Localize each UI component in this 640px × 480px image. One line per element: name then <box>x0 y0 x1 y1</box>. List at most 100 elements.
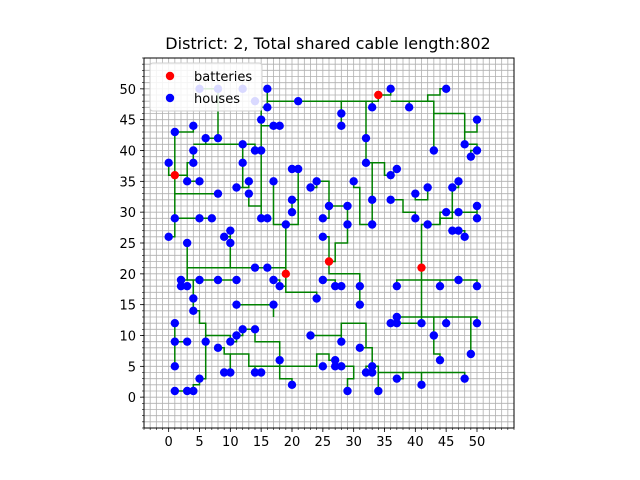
house-point <box>219 368 229 377</box>
x-tick-label: 0 <box>165 435 173 450</box>
battery-point <box>170 170 180 180</box>
house-point <box>170 386 180 396</box>
cable-segment <box>341 365 355 391</box>
house-point <box>460 374 469 383</box>
legend-marker-batteries <box>165 71 175 81</box>
house-point <box>287 195 297 205</box>
house-point <box>429 146 439 155</box>
house-point <box>411 214 420 223</box>
house-point <box>263 84 272 94</box>
house-point <box>250 263 260 272</box>
house-point <box>219 232 229 242</box>
house-point <box>287 164 297 174</box>
house-point <box>238 140 247 149</box>
houses-series <box>164 84 482 396</box>
house-point <box>330 355 340 365</box>
legend-box <box>149 62 263 112</box>
house-point <box>386 170 395 180</box>
house-point <box>472 115 482 124</box>
house-point <box>392 164 402 174</box>
house-point <box>454 177 463 186</box>
house-point <box>337 109 346 118</box>
y-tick-label: 20 <box>119 268 136 283</box>
house-point <box>460 140 469 149</box>
house-point <box>195 214 204 223</box>
house-point <box>448 183 457 192</box>
house-point <box>256 146 266 155</box>
house-point <box>275 281 284 291</box>
house-point <box>201 337 210 346</box>
house-point <box>170 214 180 223</box>
x-tick-label: 40 <box>407 435 424 450</box>
x-tick-label: 10 <box>222 435 239 450</box>
house-point <box>287 207 297 217</box>
house-point <box>306 331 315 340</box>
house-point <box>386 84 395 94</box>
house-point <box>472 201 482 211</box>
cable-segment <box>174 193 212 220</box>
house-point <box>337 281 346 291</box>
house-point <box>361 158 371 168</box>
house-point <box>392 374 402 383</box>
house-point <box>195 177 204 186</box>
house-point <box>182 337 192 346</box>
house-point <box>374 386 383 396</box>
house-point <box>213 343 223 353</box>
house-point <box>392 318 402 328</box>
house-point <box>337 121 346 131</box>
house-point <box>269 275 278 285</box>
house-point <box>472 281 482 291</box>
y-tick-label: 45 <box>119 114 136 129</box>
y-tick-label: 40 <box>119 145 136 160</box>
cable-segment <box>248 353 336 368</box>
house-point <box>466 152 476 161</box>
house-point <box>232 275 241 285</box>
house-point <box>318 362 328 371</box>
battery-point <box>374 90 383 100</box>
house-point <box>435 281 445 291</box>
house-point <box>195 374 204 383</box>
house-point <box>293 164 303 174</box>
house-point <box>318 232 328 242</box>
house-point <box>337 362 346 371</box>
cable-segment <box>272 181 287 274</box>
house-point <box>361 368 371 377</box>
house-point <box>164 232 173 242</box>
house-point <box>312 294 321 303</box>
house-point <box>170 362 180 371</box>
house-point <box>404 103 414 112</box>
house-point <box>337 337 346 346</box>
batteries-series <box>170 90 426 279</box>
house-point <box>349 177 358 186</box>
house-point <box>318 275 328 285</box>
axes-ticks: 0 5 10 15 20 25 30 35 40 45 50 0 5 10 15 20 25 30 35 40 45 50 <box>119 57 515 450</box>
house-point <box>367 220 377 229</box>
house-point <box>466 349 476 359</box>
house-point <box>226 238 235 248</box>
house-point <box>182 386 192 396</box>
house-point <box>275 355 284 365</box>
cable-segment <box>372 365 404 380</box>
house-point <box>250 368 260 377</box>
house-point <box>170 337 180 346</box>
y-tick-label: 15 <box>119 299 136 314</box>
house-point <box>269 300 278 309</box>
house-point <box>250 325 260 334</box>
house-point <box>417 318 426 328</box>
house-point <box>244 189 254 198</box>
x-tick-label: 5 <box>195 435 203 450</box>
house-point <box>263 103 272 112</box>
house-point <box>472 318 482 328</box>
house-point <box>429 331 439 340</box>
house-point <box>330 362 340 371</box>
house-point <box>361 133 371 143</box>
house-point <box>189 121 198 131</box>
legend: batteries houses <box>149 62 263 112</box>
house-point <box>182 177 192 186</box>
cable-segment <box>439 181 460 225</box>
house-point <box>232 331 241 340</box>
house-point <box>454 226 463 235</box>
house-point <box>256 368 266 377</box>
house-point <box>441 207 451 217</box>
